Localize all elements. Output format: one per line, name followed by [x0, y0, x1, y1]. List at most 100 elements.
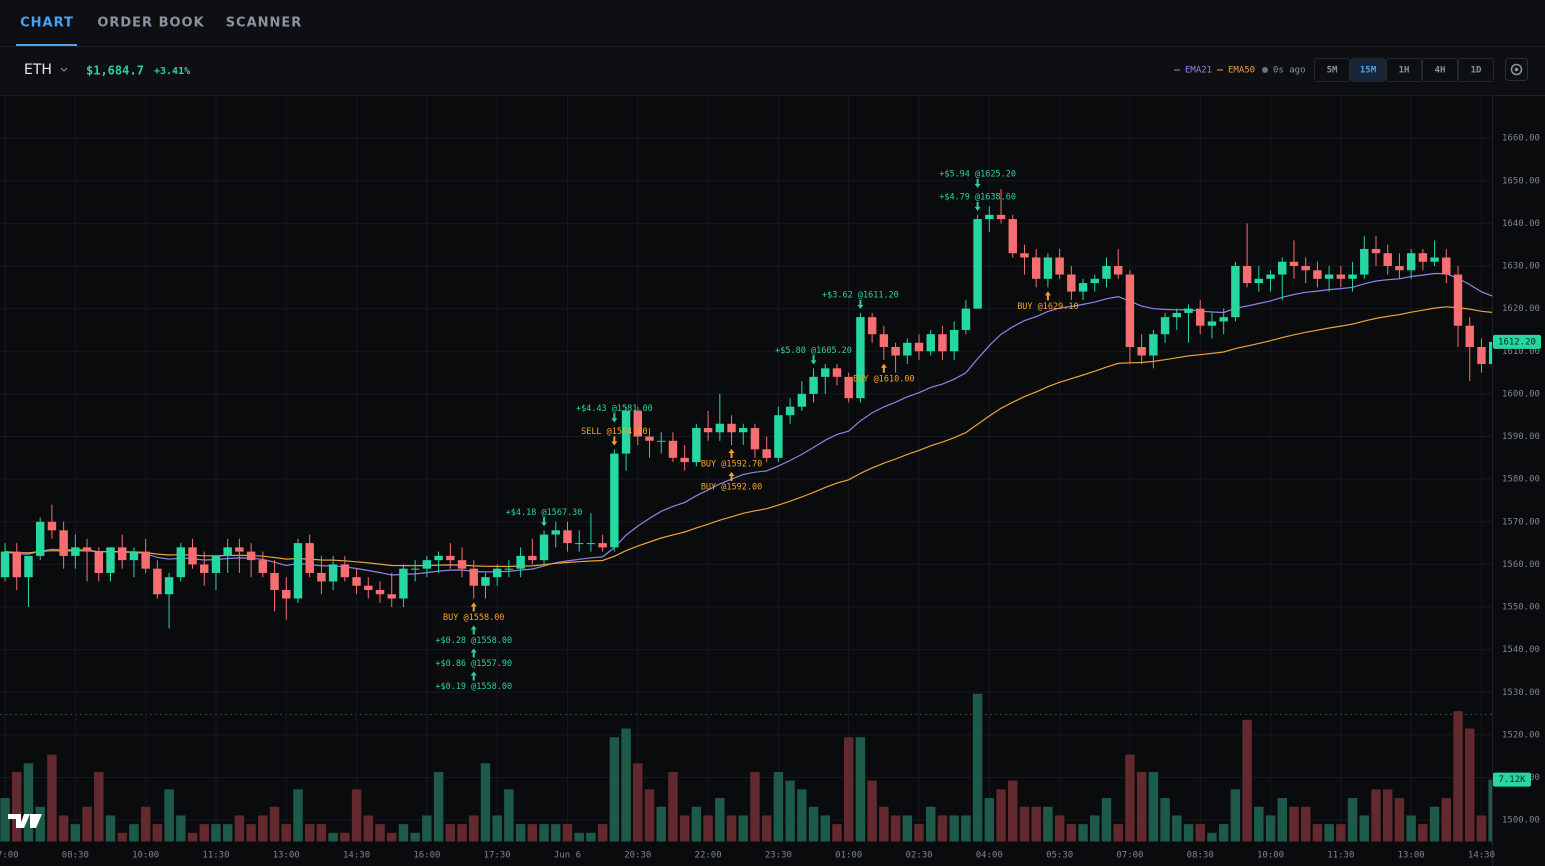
- volume-bar: [1441, 798, 1452, 842]
- interval-label[interactable]: 1D: [1471, 66, 1482, 76]
- y-tick-label: 1640.00: [1502, 219, 1540, 229]
- tv-logo: [8, 814, 42, 828]
- volume-bar: [773, 771, 784, 842]
- volume-bar: [937, 815, 948, 842]
- candle-body: [94, 551, 103, 573]
- candle-body: [703, 428, 713, 433]
- trade-arrow: [541, 517, 548, 527]
- candle-body: [1160, 317, 1170, 335]
- candle-body: [481, 577, 490, 586]
- symbol[interactable]: ETH: [24, 62, 52, 78]
- y-tick-label: 1580.00: [1502, 475, 1540, 485]
- price-badge: [1493, 334, 1541, 349]
- volume-bar: [340, 832, 350, 842]
- candle-body: [375, 589, 385, 595]
- volume-badge: [1493, 772, 1531, 787]
- x-tick-label: 10:00: [1257, 851, 1284, 861]
- interval-button[interactable]: [1350, 58, 1386, 82]
- x-tick-label: 01:00: [835, 851, 862, 861]
- x-tick-label: 13:00: [273, 851, 300, 861]
- candle-body: [809, 376, 818, 394]
- candle-body: [422, 560, 432, 569]
- candle-body: [1172, 312, 1182, 318]
- volume-bar: [984, 798, 995, 842]
- volume-bar: [644, 789, 655, 842]
- interval-label[interactable]: 4H: [1435, 66, 1446, 76]
- y-tick-label: 1620.00: [1502, 304, 1540, 314]
- volume-bar: [0, 798, 10, 842]
- volume-bar: [515, 824, 526, 842]
- volume-bar: [1277, 798, 1287, 842]
- candle-body: [586, 543, 596, 545]
- volume-bar: [1148, 771, 1159, 842]
- candle-body: [797, 393, 807, 407]
- trade-label: +$4.79 @1638.60: [939, 192, 1016, 202]
- volume-bar: [1113, 824, 1123, 842]
- status: 0s ago: [1273, 66, 1306, 76]
- candle-body: [129, 551, 139, 561]
- volume-badge-label: 7.12K: [1498, 775, 1526, 785]
- trade-arrow: [728, 472, 735, 482]
- volume-bar: [457, 824, 467, 842]
- interval-label[interactable]: 1H: [1399, 66, 1410, 76]
- settings-button[interactable]: [1505, 58, 1528, 81]
- trade-markers: +$4.79 @1638.60 +$5.94 @1625.20 +$3.62 @16…: [435, 169, 1078, 692]
- candle-body: [410, 568, 420, 570]
- candle-body: [891, 347, 900, 356]
- volume-bar: [363, 815, 374, 842]
- volume-bar: [433, 771, 444, 842]
- candle-body: [457, 560, 467, 569]
- candle-body: [1020, 253, 1029, 258]
- trade-arrow: [611, 436, 618, 446]
- volume-bar: [1019, 806, 1030, 842]
- volume-bar: [1207, 832, 1217, 842]
- interval-button[interactable]: [1458, 58, 1494, 82]
- interval-button[interactable]: [1314, 58, 1350, 82]
- candle-body: [35, 521, 45, 556]
- volume-bar: [656, 806, 666, 842]
- ema-legend: EMA21 EMA50: [1174, 66, 1255, 76]
- chevron: [60, 67, 68, 72]
- candle-body: [211, 555, 221, 573]
- volume-bar: [1160, 798, 1170, 842]
- volume-bar: [1382, 789, 1393, 842]
- candle-body: [926, 334, 935, 352]
- x-tick-label: 10:00: [132, 851, 159, 861]
- trade-label: +$0.28 @1558.00: [435, 636, 512, 646]
- candle-body: [785, 406, 795, 416]
- y-tick-label: 1550.00: [1502, 603, 1540, 613]
- candle-body: [200, 564, 209, 573]
- tab[interactable]: SCANNER: [226, 16, 303, 31]
- interval-button[interactable]: [1386, 58, 1422, 82]
- trade-arrow: [470, 648, 477, 658]
- interval-label[interactable]: 5M: [1327, 66, 1338, 76]
- candle-body: [1067, 274, 1076, 292]
- volume-bar: [668, 771, 678, 842]
- volume-bar: [480, 763, 491, 842]
- legend-label: EMA50: [1228, 66, 1255, 76]
- volume-bar: [1324, 824, 1334, 842]
- trade-arrow: [611, 413, 618, 423]
- volume-bar: [152, 824, 163, 842]
- trade-arrow: [974, 201, 981, 211]
- trade-label: BUY @1592.00: [701, 483, 762, 493]
- volume-bar: [597, 824, 608, 842]
- interval-label[interactable]: 15M: [1360, 66, 1377, 76]
- volume-bar: [1078, 824, 1088, 842]
- volume-bar: [633, 763, 643, 842]
- volume-bar: [527, 824, 538, 842]
- candle-body: [1196, 308, 1205, 326]
- volume-bar: [281, 824, 291, 842]
- candle-body: [1477, 347, 1486, 365]
- volume-bar: [1312, 824, 1323, 842]
- candle-body: [328, 564, 338, 582]
- tab[interactable]: ORDER BOOK: [97, 16, 204, 31]
- trade-label: +$0.86 @1557.90: [435, 659, 512, 669]
- interval-button[interactable]: [1422, 58, 1458, 82]
- volume-bar: [890, 815, 901, 842]
- trade-label: BUY @1629.10: [1017, 302, 1078, 312]
- volume-bar: [129, 824, 139, 842]
- candle-body: [539, 534, 549, 561]
- tab[interactable]: CHART: [20, 16, 74, 31]
